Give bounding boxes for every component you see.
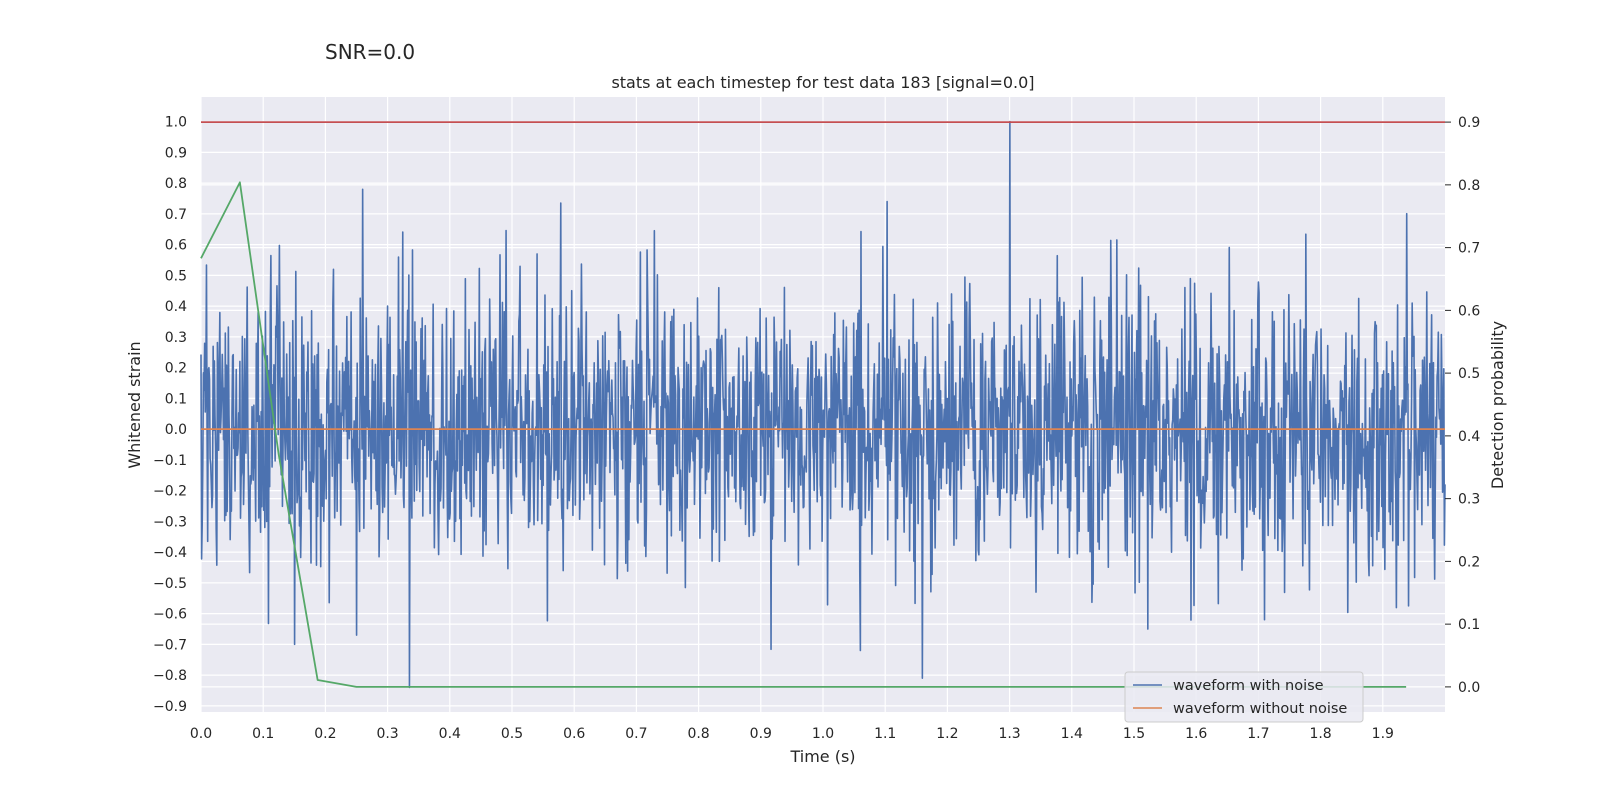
y2-tick-label: 0.1: [1458, 617, 1480, 633]
y2-axis-label: Detection probability: [1488, 321, 1507, 489]
y2-tick-label: 0.0: [1458, 680, 1480, 696]
x-tick-label: 1.1: [874, 726, 896, 742]
y-tick-label: −0.6: [153, 607, 187, 623]
y-tick-label: −0.8: [153, 668, 187, 684]
y-tick-label: 0.3: [165, 330, 187, 346]
x-tick-label: 0.0: [190, 726, 212, 742]
y-tick-label: 0.7: [165, 207, 187, 223]
y2-tick-label: 0.7: [1458, 241, 1480, 257]
x-tick-label: 1.4: [1061, 726, 1083, 742]
y2-tick-label: 0.6: [1458, 303, 1480, 319]
y-tick-label: 0.4: [165, 299, 187, 315]
y-tick-label: 0.1: [165, 391, 187, 407]
series-waveform-with-noise: [200, 120, 1446, 689]
x-tick-label: 1.2: [936, 726, 958, 742]
y2-tick-label: 0.8: [1458, 178, 1480, 194]
y-tick-label: 0.9: [165, 145, 187, 161]
y-tick-label: −0.1: [153, 453, 187, 469]
tick-labels: 0.0 0.1 0.2 0.3 0.4 0.5 0.6 0.7 0.8 0.9 1.0 1.1 1.2 1…: [153, 115, 1480, 742]
series-layer: [200, 120, 1446, 689]
x-tick-label: 1.7: [1247, 726, 1269, 742]
y-tick-label: −0.5: [153, 576, 187, 592]
y-tick-label: 1.0: [165, 115, 187, 131]
x-tick-label: 1.6: [1185, 726, 1207, 742]
x-tick-label: 0.8: [687, 726, 709, 742]
x-tick-label: 1.8: [1309, 726, 1331, 742]
x-tick-label: 0.7: [625, 726, 647, 742]
y-tick-label: −0.3: [153, 514, 187, 530]
x-tick-label: 1.5: [1123, 726, 1145, 742]
legend: waveform with noise waveform without noi…: [1124, 671, 1364, 723]
x-tick-label: 0.6: [563, 726, 585, 742]
y-tick-label: 0.5: [165, 268, 187, 284]
x-tick-label: 1.0: [812, 726, 834, 742]
x-tick-label: 0.1: [252, 726, 274, 742]
y2-tick-label: 0.4: [1458, 429, 1480, 445]
y-tick-label: 0.0: [165, 422, 187, 438]
y-tick-label: −0.2: [153, 484, 187, 500]
y-axis-label: Whitened strain: [125, 341, 144, 468]
x-tick-label: 0.3: [376, 726, 398, 742]
y2-tick-label: 0.5: [1458, 366, 1480, 382]
y2-tick-label: 0.9: [1458, 115, 1480, 131]
legend-label-clean: waveform without noise: [1173, 701, 1347, 717]
x-tick-label: 1.9: [1372, 726, 1394, 742]
y2-tick-label: 0.3: [1458, 492, 1480, 508]
legend-box: [1124, 671, 1364, 723]
legend-label-noise: waveform with noise: [1173, 678, 1324, 694]
series-detection-probability: [200, 181, 1407, 688]
x-tick-label: 0.5: [501, 726, 523, 742]
x-tick-label: 1.3: [998, 726, 1020, 742]
y-tick-label: −0.7: [153, 637, 187, 653]
y-tick-label: −0.9: [153, 699, 187, 715]
x-tick-label: 0.2: [314, 726, 336, 742]
y-tick-label: 0.8: [165, 176, 187, 192]
y-tick-label: 0.6: [165, 238, 187, 254]
y-tick-label: −0.4: [153, 545, 187, 561]
y2-tick-label: 0.2: [1458, 554, 1480, 570]
figure-suptitle: SNR=0.0: [325, 40, 416, 64]
y-tick-label: 0.2: [165, 361, 187, 377]
x-tick-label: 0.9: [750, 726, 772, 742]
x-axis-label: Time (s): [789, 747, 855, 766]
chart-title: stats at each timestep for test data 183…: [611, 73, 1034, 92]
x-tick-label: 0.4: [439, 726, 461, 742]
